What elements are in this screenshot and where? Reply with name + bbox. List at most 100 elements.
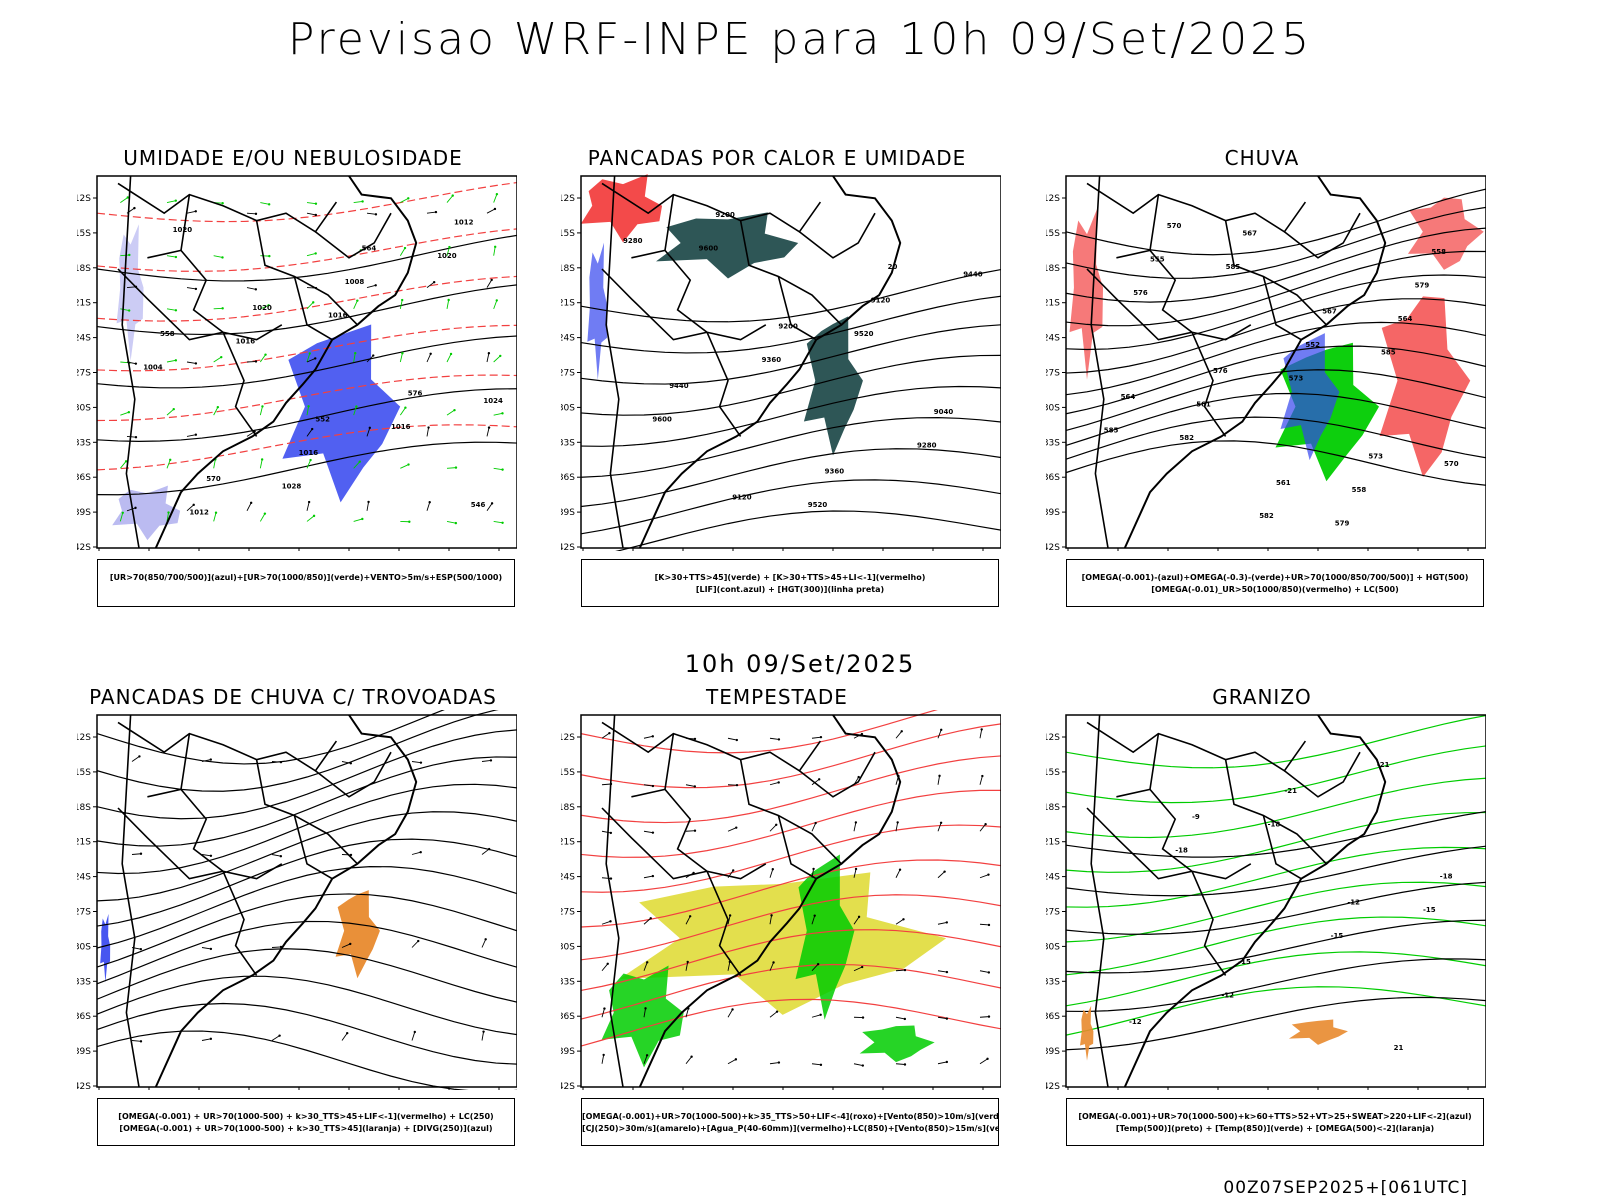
map-frame: [580, 175, 1001, 549]
wind-vector-head: [651, 784, 655, 788]
wind-vector: [186, 210, 196, 214]
wind-vector-head: [454, 521, 458, 525]
streamline-arrow: [481, 759, 491, 762]
wind-vector-head: [903, 1063, 907, 1066]
thickness-contour: [96, 228, 517, 272]
contour-label: 570: [1167, 222, 1182, 230]
wind-vector: [895, 918, 904, 925]
contour-label: 1020: [173, 226, 193, 234]
wind-vector-head: [501, 412, 504, 415]
wind-vector-head: [609, 877, 613, 880]
wind-vector: [811, 778, 820, 786]
wind-vector: [259, 459, 263, 469]
omega500-orange-area: [1080, 1005, 1094, 1061]
temp850-contour: [1065, 811, 1486, 873]
country-border: [777, 276, 817, 341]
wind-vector-head: [174, 309, 178, 312]
contour-label: 564: [1398, 315, 1413, 323]
wind-vector-head: [267, 203, 271, 206]
thickness-contour: [96, 324, 517, 372]
wind-vector-head: [308, 352, 311, 355]
country-border: [222, 331, 258, 437]
streamline-arrow: [131, 1040, 142, 1042]
country-border: [706, 870, 742, 976]
map-svg: 12S15S18S21S24S27S30S33S36S39S42S70W65W6…: [77, 710, 517, 1090]
contour-label: 1008: [345, 278, 365, 286]
wind-vector: [685, 916, 691, 925]
wind-vector-head: [407, 197, 410, 200]
wind-vector-head: [194, 433, 198, 436]
wind-vector-head: [495, 299, 498, 302]
contour-label: -18: [1440, 873, 1453, 881]
contour-label: 9200: [715, 211, 735, 219]
wind-vector: [811, 915, 816, 925]
lat-label: 24S: [77, 873, 91, 883]
streamline-arrow: [481, 848, 490, 855]
wind-vector-head: [945, 1017, 949, 1020]
wind-vector: [643, 1008, 646, 1018]
contour-label: 9600: [652, 416, 672, 424]
map-layer: [96, 710, 517, 1090]
contour-label: 1016: [328, 311, 348, 319]
wind-vector: [601, 920, 611, 925]
contour-label: 1016: [299, 449, 319, 457]
wind-vector-head: [449, 352, 453, 356]
wind-vector: [259, 406, 263, 416]
contour-label: -21: [1284, 787, 1297, 795]
wind-vector: [493, 355, 501, 363]
wind-vector-head: [900, 730, 903, 733]
humidity-lavender-area: [112, 485, 181, 541]
contour-label: 9200: [778, 323, 798, 331]
contour-label: 558: [1431, 248, 1446, 256]
country-border: [1090, 714, 1109, 1088]
wind-vector: [811, 1014, 821, 1018]
wind-vector-head: [606, 962, 609, 966]
wind-vector-head: [940, 728, 943, 732]
panel-title: CHUVA: [1224, 146, 1300, 170]
wind-vector-head: [857, 775, 860, 779]
wind-vector: [166, 459, 171, 469]
wind-vector: [643, 917, 652, 925]
country-border: [293, 815, 333, 880]
omega-red-area: [1407, 197, 1484, 270]
wind-vector: [601, 783, 612, 786]
contour-label: 558: [160, 330, 175, 338]
streamline-arrow: [341, 761, 351, 764]
lat-label: 12S: [77, 733, 91, 743]
streamline-arrow: [201, 1038, 211, 1041]
wind-vector-head: [126, 196, 129, 199]
legend-line: [K>30+TTS>45](verde) + [K>30+TTS>45+LI<-…: [654, 573, 926, 582]
wind-vector: [643, 875, 653, 879]
legend-line: [UR>70(850/700/500)](azul)+[UR>70(1000/8…: [109, 573, 503, 582]
country-border: [601, 807, 708, 880]
lat-label: 27S: [77, 908, 91, 918]
wind-vector-head: [731, 1008, 734, 1011]
wind-vector: [186, 361, 196, 364]
temp500-contour: [1065, 845, 1486, 897]
lat-label: 21S: [77, 838, 91, 848]
country-border: [601, 721, 822, 772]
wind-vector: [446, 409, 455, 416]
streamline: [96, 948, 517, 1003]
humidity-blue-area: [282, 324, 401, 503]
streamline-arrow-head: [349, 942, 352, 946]
wind-vector-head: [854, 821, 858, 824]
contour-label: 1024: [483, 397, 503, 405]
lat-label: 39S: [561, 508, 575, 518]
panel-legend: [OMEGA(-0.001)-(azul)+OMEGA(-0.3)-(verde…: [1066, 559, 1484, 607]
wind-vector: [769, 869, 774, 878]
country-border: [601, 268, 708, 341]
contour-label: -21: [1377, 761, 1390, 769]
wind-vector-head: [501, 521, 504, 524]
wind-vector-head: [355, 405, 358, 408]
hgt500-contour: [1065, 188, 1486, 256]
lat-label: 39S: [77, 508, 91, 518]
country-border: [1086, 721, 1307, 772]
streamline-arrow-head: [139, 852, 143, 855]
wind-vector: [979, 775, 983, 785]
instability-red-area: [580, 174, 663, 243]
run-info-footer: 00Z07SEP2025+[061UTC]: [1223, 1178, 1468, 1198]
lat-label: 36S: [77, 473, 91, 483]
lat-label: 33S: [1046, 977, 1060, 987]
wind-vector: [979, 1016, 990, 1018]
